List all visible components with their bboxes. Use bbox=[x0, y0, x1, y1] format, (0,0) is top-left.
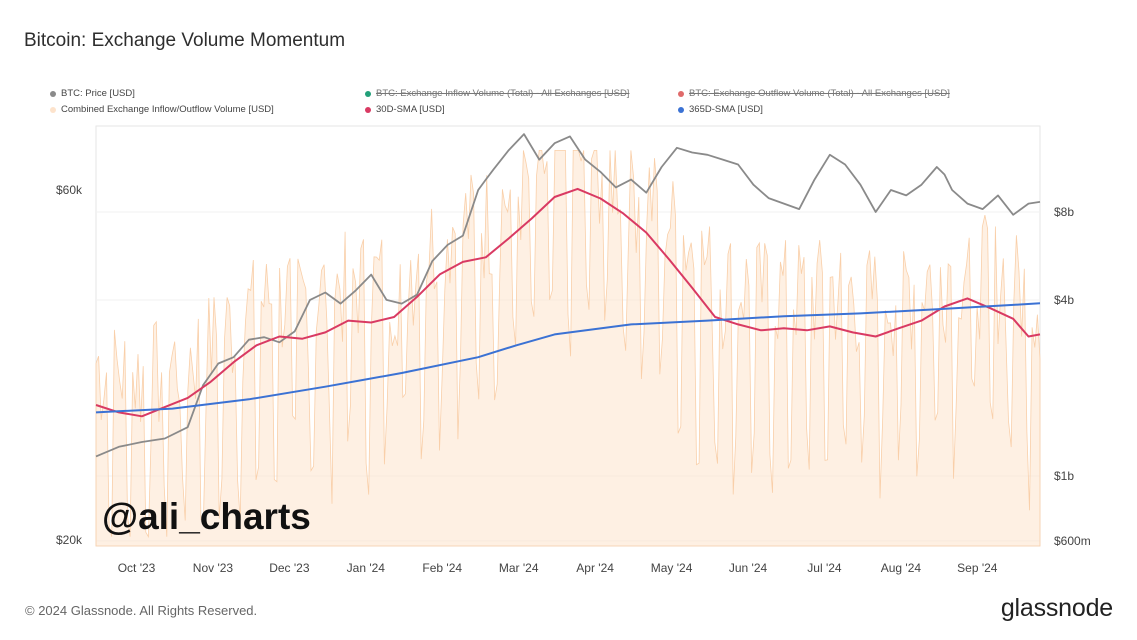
legend-item[interactable]: BTC: Exchange Outflow Volume (Total) - A… bbox=[678, 88, 950, 99]
legend-label: BTC: Price [USD] bbox=[61, 88, 135, 99]
y-left-tick-label: $60k bbox=[56, 183, 83, 197]
legend-dot-icon bbox=[50, 90, 56, 97]
x-tick-label: Apr '24 bbox=[576, 561, 614, 575]
legend-label: 365D-SMA [USD] bbox=[689, 104, 763, 115]
legend-label: 30D-SMA [USD] bbox=[376, 104, 445, 115]
sma-365d-line bbox=[95, 302, 1041, 414]
y-left-tick-label: $20k bbox=[56, 533, 83, 547]
legend-item[interactable]: 365D-SMA [USD] bbox=[678, 104, 763, 115]
legend-label: Combined Exchange Inflow/Outflow Volume … bbox=[61, 104, 274, 115]
x-tick-label: Jul '24 bbox=[807, 561, 842, 575]
x-tick-label: Nov '23 bbox=[193, 561, 234, 575]
y-right-tick-label: $1b bbox=[1054, 469, 1074, 483]
legend-dot-icon bbox=[678, 106, 684, 113]
x-tick-label: Mar '24 bbox=[499, 561, 539, 575]
sma-30d-line bbox=[95, 187, 1041, 418]
legend-item[interactable]: BTC: Exchange Inflow Volume (Total) - Al… bbox=[365, 88, 629, 99]
legend-dot-icon bbox=[365, 90, 371, 97]
x-tick-label: Dec '23 bbox=[269, 561, 310, 575]
legend-item[interactable]: 30D-SMA [USD] bbox=[365, 104, 445, 115]
legend-dot-icon bbox=[678, 90, 684, 97]
y-right-tick-label: $4b bbox=[1054, 293, 1074, 307]
x-tick-label: Aug '24 bbox=[881, 561, 922, 575]
legend: BTC: Price [USD] BTC: Exchange Inflow Vol… bbox=[50, 88, 1050, 120]
x-tick-label: Oct '23 bbox=[118, 561, 156, 575]
legend-item[interactable]: Combined Exchange Inflow/Outflow Volume … bbox=[50, 104, 274, 115]
x-tick-label: May '24 bbox=[651, 561, 693, 575]
combined-volume-area bbox=[95, 150, 1041, 547]
legend-item[interactable]: BTC: Price [USD] bbox=[50, 88, 135, 99]
glassnode-logo: glassnode bbox=[1000, 594, 1113, 622]
legend-label: BTC: Exchange Inflow Volume (Total) - Al… bbox=[376, 88, 630, 99]
x-tick-label: Jun '24 bbox=[729, 561, 768, 575]
x-tick-label: Feb '24 bbox=[422, 561, 462, 575]
copyright-footer: © 2024 Glassnode. All Rights Reserved. bbox=[25, 603, 258, 618]
legend-dot-icon bbox=[50, 106, 56, 113]
x-tick-label: Jan '24 bbox=[347, 561, 386, 575]
y-right-tick-label: $600m bbox=[1054, 534, 1091, 548]
legend-label: BTC: Exchange Outflow Volume (Total) - A… bbox=[689, 88, 950, 99]
x-tick-label: Sep '24 bbox=[957, 561, 998, 575]
y-right-tick-label: $8b bbox=[1054, 205, 1074, 219]
watermark-text: @ali_charts bbox=[102, 496, 311, 537]
legend-dot-icon bbox=[365, 106, 371, 113]
btc-price-line bbox=[95, 133, 1041, 458]
chart-title: Bitcoin: Exchange Volume Momentum bbox=[24, 30, 346, 51]
